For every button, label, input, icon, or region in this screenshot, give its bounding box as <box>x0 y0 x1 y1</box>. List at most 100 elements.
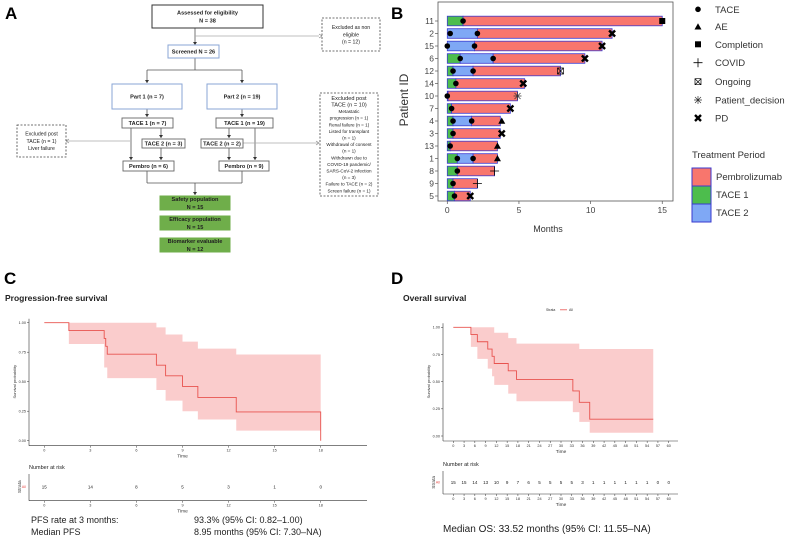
flow-box-screened <box>167 44 220 59</box>
flow-box-text: Excluded as non <box>332 25 370 31</box>
flow-box-excluded-post-tace-10 <box>319 92 379 197</box>
risk-x-tick-label: 36 <box>580 497 584 501</box>
risk-count: 13 <box>483 480 489 485</box>
risk-x-tick-label: 6 <box>474 497 476 501</box>
y-tick-label: 8 <box>429 166 434 176</box>
bar-segment-pembrolizumab <box>462 15 663 27</box>
arrowhead-icon <box>227 135 231 138</box>
tace-marker <box>471 43 478 49</box>
bar-segment-pembrolizumab <box>452 128 501 139</box>
risk-count: 1 <box>592 480 595 485</box>
flow-box-text: Listed for transplant <box>329 129 370 134</box>
risk-x-tick-label: 27 <box>548 497 552 501</box>
risk-x-tick-label: 6 <box>135 504 137 508</box>
note-label: Median PFS <box>31 527 81 537</box>
bar-segment-pembrolizumab <box>447 90 518 102</box>
fill-legend-swatch <box>691 203 712 223</box>
flow-box-text: Safety population <box>172 197 220 203</box>
flow-box-assessed <box>151 4 264 29</box>
x-tick-label: 12 <box>226 449 230 453</box>
arrowhead-icon <box>318 33 323 39</box>
flow-box-text: N = 12 <box>187 247 204 253</box>
flow-box-text: Renal failure (n = 1) <box>329 122 370 127</box>
bar-segment-tace-2 <box>446 40 475 52</box>
flow-box-part2 <box>206 83 278 110</box>
arrowhead-icon <box>227 157 231 160</box>
risk-x-tick-label: 3 <box>463 497 465 501</box>
survival-curve <box>44 322 322 441</box>
risk-x-tick-label: 15 <box>505 497 509 501</box>
x-tick-label: 51 <box>634 444 638 448</box>
flow-box-biomarker <box>159 237 231 253</box>
risk-x-tick-label: 12 <box>494 497 498 501</box>
flow-box-text: TACE 1 (n = 7) <box>129 121 167 127</box>
x-tick-label: 0 <box>452 444 454 448</box>
flow-box-text: Pembro (n = 6) <box>129 164 168 170</box>
chart-title: Overall survival <box>403 293 466 303</box>
legend-circle-icon <box>695 6 701 13</box>
risk-x-tick-label: 42 <box>602 497 606 501</box>
legend-label: AE <box>715 22 728 33</box>
event-marker-ae <box>493 155 501 162</box>
risk-count: 15 <box>42 484 48 489</box>
y-tick-label: 1.00 <box>433 326 440 330</box>
risk-count: 1 <box>646 480 649 485</box>
event-marker-patient_decision <box>513 92 522 100</box>
flow-box-pembro-part2 <box>218 160 270 172</box>
event-marker-pd <box>598 42 606 50</box>
flow-box-text: SARS-CoV-2 infection <box>326 169 372 174</box>
risk-count: 6 <box>527 480 530 485</box>
y-tick-label: 4 <box>429 116 434 126</box>
y-tick-label: 11 <box>425 16 434 26</box>
flow-box-text: Withdrawal of consent <box>326 142 372 147</box>
x-tick-label: 9 <box>181 449 183 453</box>
risk-x-tick-label: 0 <box>452 497 454 501</box>
risk-count: 8 <box>135 484 138 489</box>
flow-box-text: COVID-19 pandemic/ <box>327 162 371 167</box>
x-tick-label: 45 <box>613 444 617 448</box>
event-marker-pd <box>506 104 515 113</box>
tace-marker <box>448 105 455 112</box>
risk-count: 1 <box>624 480 627 485</box>
y-tick-label: 2 <box>429 29 434 39</box>
fill-legend-swatch <box>691 185 712 205</box>
legend-cross-icon <box>694 114 702 122</box>
fill-legend-label: Pembrolizumab <box>716 172 782 183</box>
tace-marker <box>490 55 496 62</box>
flow-box-text: Part 1 (n = 7) <box>130 94 164 100</box>
tace-marker <box>453 80 459 87</box>
legend-label: Patient_decision <box>715 96 785 107</box>
flow-box-text: Biomarker evaluable <box>168 239 223 245</box>
event-marker-ae <box>493 142 501 149</box>
bar-segment-pembrolizumab <box>474 40 603 52</box>
survival-curve <box>453 326 654 420</box>
tace-marker <box>444 43 451 49</box>
panel-label-d: D <box>391 269 403 288</box>
tace-marker <box>454 155 461 162</box>
y-axis-title: Survival probability <box>12 365 17 399</box>
bar-segment-pembrolizumab <box>471 115 501 127</box>
risk-y-axis-title: Strata <box>17 480 23 493</box>
fill-legend-swatch <box>691 167 712 187</box>
legend-label: Ongoing <box>715 77 751 88</box>
x-tick-label: 48 <box>624 444 628 448</box>
flow-box-part1 <box>111 83 183 110</box>
flow-box-excluded-non-eligible <box>321 17 381 52</box>
bar-segment-pembrolizumab <box>476 28 613 39</box>
pfs-km-plot: Progression-free survival 0.00 0.25 0.50 0.7… <box>5 293 367 537</box>
x-tick-label: 33 <box>570 444 574 448</box>
y-tick-label: 0.75 <box>19 351 26 355</box>
risk-table-title: Number at risk <box>29 465 65 471</box>
x-tick-label: 10 <box>586 205 596 215</box>
risk-count: 5 <box>538 480 541 485</box>
flow-box-text: Screen failure (n = 1) <box>327 188 370 193</box>
bar-segment-pembrolizumab <box>455 78 526 89</box>
flow-box-text: Excluded post <box>331 96 367 102</box>
x-tick-label: 3 <box>463 444 465 448</box>
arrowhead-icon <box>145 80 149 83</box>
y-axis-title: Patient ID <box>397 73 411 126</box>
tace-marker <box>454 168 461 174</box>
tace-marker <box>450 68 456 74</box>
chart-title: Progression-free survival <box>5 293 108 303</box>
